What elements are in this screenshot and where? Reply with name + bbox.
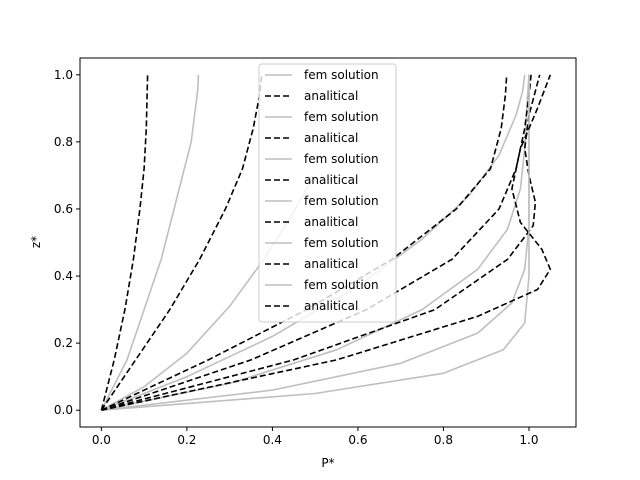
legend-box (258, 63, 397, 323)
analytical-line-5 (101, 74, 541, 411)
fem-solution-line-3 (101, 74, 526, 411)
x-tick-label: 0.0 (92, 433, 111, 447)
fem-solution-line-6 (101, 74, 530, 411)
x-axis-label: P* (321, 456, 334, 470)
legend-label-analytical: analitical (304, 257, 358, 271)
analytical-line-1 (100, 74, 149, 411)
legend-label-analytical: analitical (304, 215, 358, 229)
analytical-line-4 (101, 74, 532, 411)
legend-label-fem: fem solution (304, 194, 379, 208)
y-axis-label: z* (29, 236, 43, 248)
legend-label-fem: fem solution (304, 236, 379, 250)
x-axis: 0.0 0.2 0.4 0.6 0.8 1.0 (92, 427, 539, 447)
x-tick-label: 0.8 (434, 433, 453, 447)
y-tick-label: 0.8 (54, 135, 73, 149)
legend-label-analytical: analitical (304, 173, 358, 187)
plot-frame (79, 57, 577, 428)
analytical-line-2 (100, 74, 263, 411)
x-tick-label: 1.0 (519, 433, 538, 447)
y-tick-label: 0.0 (54, 403, 73, 417)
y-axis: 0.0 0.2 0.4 0.6 0.8 1.0 (54, 68, 80, 417)
y-tick-label: 1.0 (54, 68, 73, 82)
x-tick-label: 0.4 (263, 433, 282, 447)
legend-label-analytical: analitical (304, 131, 358, 145)
fem-solution-line-4 (101, 74, 530, 411)
analytical-line-6 (101, 74, 552, 411)
legend-label-analytical: analitical (304, 299, 358, 313)
legend-label-fem: fem solution (304, 68, 379, 82)
legend-label-fem: fem solution (304, 278, 379, 292)
y-tick-label: 0.4 (54, 269, 73, 283)
legend-label-fem: fem solution (304, 152, 379, 166)
x-tick-label: 0.2 (177, 433, 196, 447)
y-tick-label: 0.2 (54, 336, 73, 350)
fem-solution-line-1 (100, 74, 200, 411)
legend-label-analytical: analitical (304, 89, 358, 103)
legend: fem solution analitical fem solution analit… (258, 63, 397, 323)
analytical-line-3 (101, 74, 508, 411)
x-tick-label: 0.6 (348, 433, 367, 447)
y-tick-label: 0.6 (54, 202, 73, 216)
legend-label-fem: fem solution (304, 110, 379, 124)
